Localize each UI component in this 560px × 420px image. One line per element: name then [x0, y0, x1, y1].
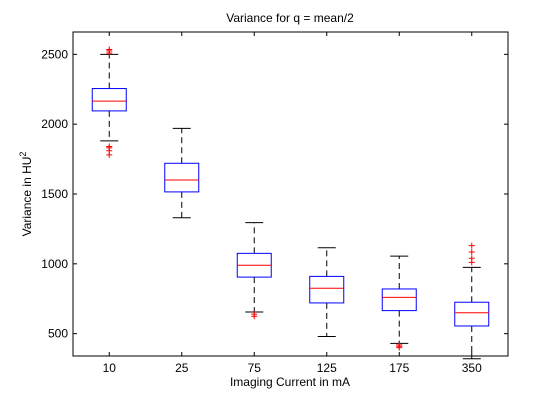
x-tick-label: 25: [175, 361, 189, 375]
box-iqr: [164, 162, 200, 193]
y-axis-label-superscript: 2: [18, 152, 28, 157]
outlier-point: [106, 143, 113, 150]
y-tick-label: 1000: [41, 257, 68, 271]
box-iqr: [309, 275, 345, 304]
outlier-point: [468, 248, 475, 255]
y-tick-label: 2000: [41, 117, 68, 131]
outlier-point: [106, 46, 113, 53]
x-axis-label: Imaging Current in mA: [230, 375, 350, 389]
outlier-point: [468, 242, 475, 249]
x-tick-label: 350: [462, 361, 482, 375]
chart-marks: 500 1000 1500 2000 2500 10 25 75 125 175 350: [41, 32, 508, 375]
box-iqr: [454, 301, 490, 327]
x-tick-label: 10: [103, 361, 117, 375]
outlier-point: [396, 341, 403, 348]
y-tick-label: 1500: [41, 187, 68, 201]
box-iqr: [381, 288, 417, 312]
y-tick-label: 2500: [41, 47, 68, 61]
x-tick-label: 125: [317, 361, 337, 375]
y-axis-label: Variance in HU2: [18, 152, 34, 237]
y-tick-label: 500: [48, 327, 68, 341]
box-iqr: [91, 88, 127, 112]
x-tick-label: 175: [389, 361, 409, 375]
chart-title: Variance for q = mean/2: [226, 11, 354, 25]
outlier-point: [468, 255, 475, 262]
plot-area: [72, 31, 509, 357]
x-tick-label: 75: [248, 361, 262, 375]
outlier-point: [251, 311, 258, 318]
y-axis-label-base: Variance in HU: [20, 157, 34, 237]
